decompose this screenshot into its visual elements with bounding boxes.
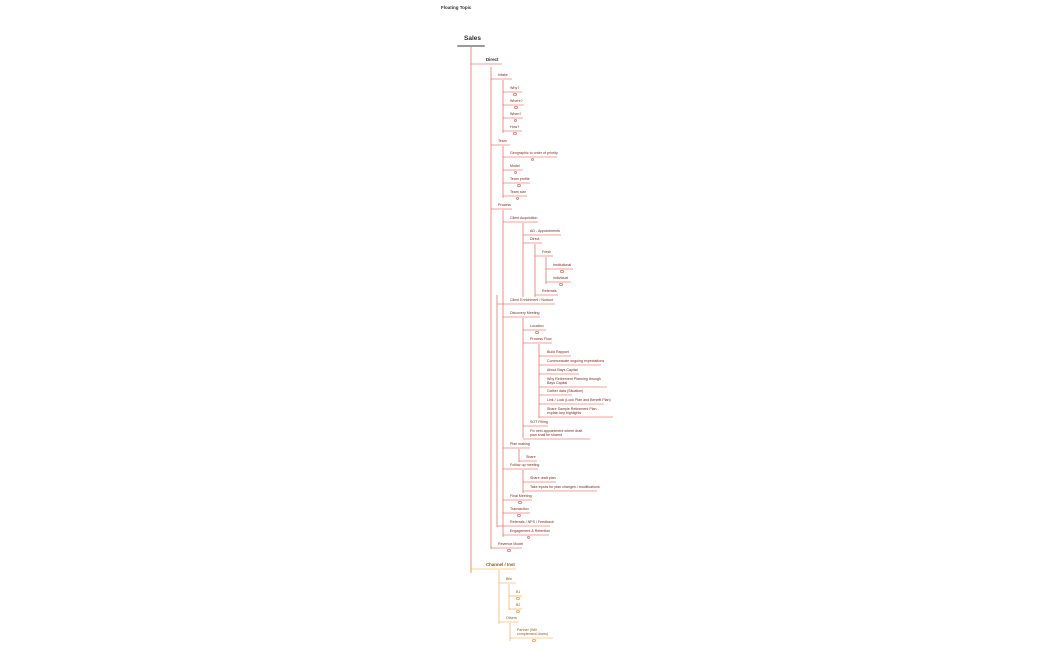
node-why[interactable]: Why?: [510, 86, 520, 90]
node-client-acq[interactable]: Client Acquisition: [510, 216, 538, 220]
node-model[interactable]: Model: [510, 164, 520, 168]
node-revenue-model[interactable]: Revenue Model: [498, 542, 524, 546]
collapse-toggle-icon[interactable]: [559, 283, 563, 287]
node-direct-sub[interactable]: Direct: [530, 237, 540, 241]
collapse-toggle-icon[interactable]: [560, 270, 564, 274]
node-communicate[interactable]: Communicate ongoing expectations: [547, 359, 605, 363]
floating-topic[interactable]: Floating Topic: [441, 5, 472, 10]
collapse-toggle-icon[interactable]: [516, 610, 520, 614]
node-client-dev[interactable]: Client Enrichment / Nurture: [510, 298, 554, 302]
node-referrals[interactable]: Referrals: [542, 289, 557, 293]
collapse-toggle-icon[interactable]: [530, 158, 535, 162]
node-discovery[interactable]: Discovery Meeting: [510, 311, 540, 315]
collapse-toggle-icon[interactable]: [517, 184, 521, 188]
collapse-toggle-icon[interactable]: [526, 536, 531, 540]
node-lock-in[interactable]: Link / Lock (Lock Plan and Benefit Plan): [547, 398, 611, 402]
node-share-sample[interactable]: Share Sample Retirement Plan - explain k…: [547, 407, 599, 416]
node-how[interactable]: How?: [510, 125, 520, 129]
root-topic-underline: [457, 45, 485, 47]
node-plan-making[interactable]: Plan making: [510, 442, 530, 446]
node-data-gather[interactable]: Gather data (Situation): [547, 389, 584, 393]
node-process-flow[interactable]: Process Flow: [530, 337, 552, 341]
node-sot-filling[interactable]: SOT Filling: [530, 420, 548, 424]
node-team-size[interactable]: Team size: [510, 190, 527, 194]
node-ad-appts[interactable]: AD - Appointments: [530, 229, 560, 233]
collapse-toggle-icon[interactable]: [513, 119, 518, 123]
node-location[interactable]: Location: [530, 324, 544, 328]
node-channel[interactable]: Channel / Inst: [486, 562, 515, 567]
collapse-toggle-icon[interactable]: [535, 331, 539, 335]
node-build-rapport[interactable]: Build Rapport: [547, 350, 569, 354]
collapse-toggle-icon[interactable]: [513, 93, 517, 97]
node-final-meeting[interactable]: Final Meeting: [510, 494, 532, 498]
collapse-toggle-icon[interactable]: [516, 597, 520, 601]
node-process[interactable]: Process: [498, 203, 511, 207]
collapse-toggle-icon[interactable]: [513, 171, 518, 175]
collapse-toggle-icon[interactable]: [507, 549, 511, 553]
collapse-toggle-icon[interactable]: [515, 197, 520, 201]
collapse-toggle-icon[interactable]: [532, 639, 536, 643]
node-share-draft[interactable]: Share draft plan: [530, 476, 556, 480]
node-about-us[interactable]: About Bays Capital: [547, 368, 578, 372]
node-others[interactable]: Others: [506, 616, 517, 620]
node-where[interactable]: Where?: [510, 99, 523, 103]
node-fix-next[interactable]: Fix next appointment where draft plan sh…: [530, 429, 583, 438]
node-partner[interactable]: Partner (Will complement Users): [517, 628, 549, 637]
collapse-toggle-icon[interactable]: [513, 132, 517, 136]
root-topic-sales[interactable]: Sales: [464, 35, 481, 42]
node-geo[interactable]: Geographic to order of priority: [510, 151, 558, 155]
node-intake[interactable]: Intake: [498, 73, 508, 77]
node-engagement[interactable]: Engagement & Retention: [510, 529, 551, 533]
node-when[interactable]: When?: [510, 112, 522, 116]
node-direct[interactable]: Direct: [486, 57, 499, 62]
collapse-toggle-icon[interactable]: [518, 501, 522, 505]
node-team[interactable]: Team: [498, 139, 507, 143]
node-share[interactable]: Share: [526, 455, 536, 459]
collapse-toggle-icon[interactable]: [517, 514, 521, 518]
node-fresh[interactable]: Fresh: [542, 250, 552, 254]
node-take-inputs[interactable]: Take inputs for plan changes / modificat…: [530, 485, 600, 489]
node-bfsi[interactable]: Bfsi: [506, 577, 512, 581]
node-transaction[interactable]: Transaction: [510, 507, 529, 511]
node-why-retirement[interactable]: Why Retirement Planning through Bays Cap…: [547, 377, 601, 386]
node-institutional[interactable]: Institutional: [553, 263, 572, 267]
node-individual[interactable]: Individual: [553, 276, 569, 280]
node-team-profile[interactable]: Team profile: [510, 177, 530, 181]
collapse-toggle-icon[interactable]: [514, 106, 518, 110]
node-referrals-nps[interactable]: Referrals / NPS / Feedback: [510, 520, 554, 524]
node-followup[interactable]: Follow-up meeting: [510, 463, 540, 467]
node-b2[interactable]: B2: [516, 603, 521, 607]
node-b1[interactable]: B1: [516, 590, 521, 594]
